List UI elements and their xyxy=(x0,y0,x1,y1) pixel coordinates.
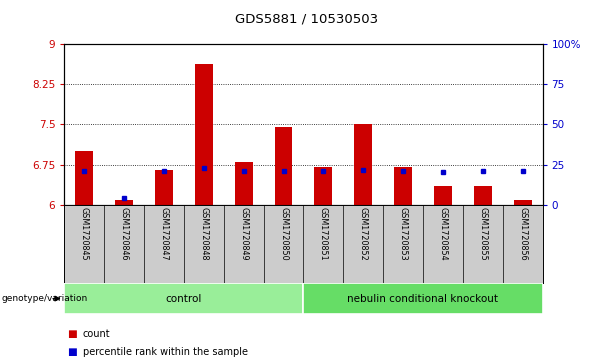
Bar xyxy=(275,127,292,205)
Text: GSM1720850: GSM1720850 xyxy=(279,207,288,261)
Bar xyxy=(394,167,412,205)
Bar xyxy=(474,186,492,205)
Text: GSM1720852: GSM1720852 xyxy=(359,207,368,261)
Bar xyxy=(235,162,253,205)
Text: ■: ■ xyxy=(67,329,77,339)
Text: control: control xyxy=(166,294,202,303)
Text: ■: ■ xyxy=(67,347,77,357)
Bar xyxy=(115,200,133,205)
Text: GSM1720853: GSM1720853 xyxy=(398,207,408,261)
Bar xyxy=(195,64,213,205)
Text: GSM1720845: GSM1720845 xyxy=(80,207,89,261)
Text: nebulin conditional knockout: nebulin conditional knockout xyxy=(348,294,498,303)
Text: GSM1720855: GSM1720855 xyxy=(478,207,487,261)
Text: GSM1720848: GSM1720848 xyxy=(199,207,208,261)
Bar xyxy=(434,186,452,205)
Bar xyxy=(314,167,332,205)
Text: genotype/variation: genotype/variation xyxy=(1,294,88,303)
Bar xyxy=(354,124,372,205)
Text: GSM1720856: GSM1720856 xyxy=(518,207,527,261)
Text: GSM1720849: GSM1720849 xyxy=(239,207,248,261)
FancyBboxPatch shape xyxy=(64,283,303,314)
Text: GSM1720846: GSM1720846 xyxy=(120,207,129,261)
Bar xyxy=(75,151,93,205)
Text: percentile rank within the sample: percentile rank within the sample xyxy=(83,347,248,357)
Text: GSM1720847: GSM1720847 xyxy=(159,207,169,261)
Text: GSM1720851: GSM1720851 xyxy=(319,207,328,261)
Text: GDS5881 / 10530503: GDS5881 / 10530503 xyxy=(235,13,378,26)
Bar xyxy=(514,200,531,205)
Text: GSM1720854: GSM1720854 xyxy=(438,207,447,261)
Text: count: count xyxy=(83,329,110,339)
Bar xyxy=(155,170,173,205)
FancyBboxPatch shape xyxy=(303,283,543,314)
